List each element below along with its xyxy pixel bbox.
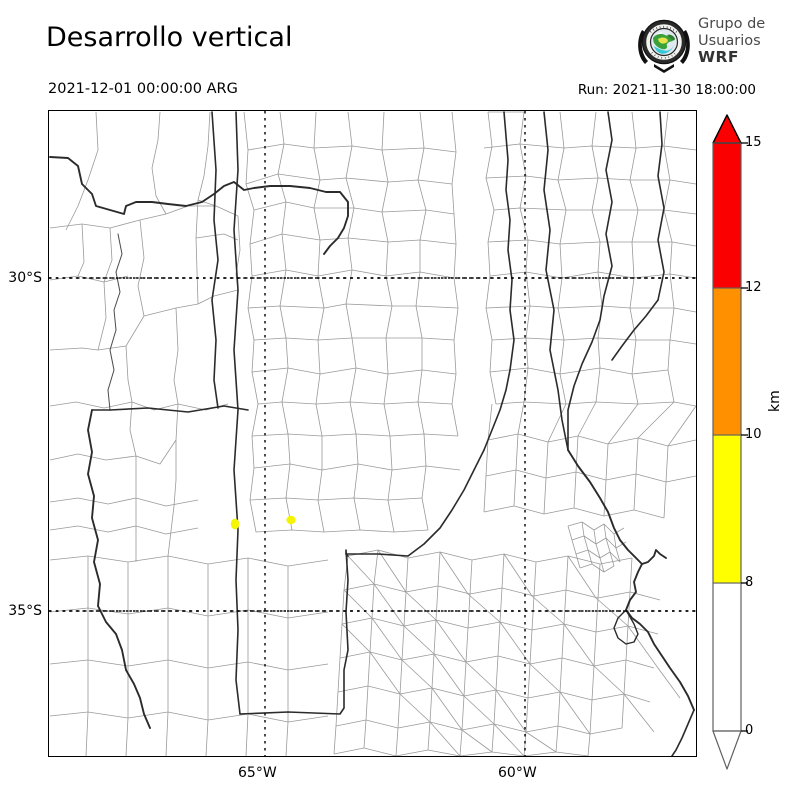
xtick-label-60w: 60°W: [498, 765, 537, 781]
wrf-seal-icon: [638, 19, 690, 73]
cbar-tick-8: 8: [745, 575, 754, 590]
ytick-label-30s: 30°S: [8, 270, 42, 286]
colorbar-units-label: km: [767, 390, 783, 412]
colorbar-graphic: [712, 114, 748, 770]
ytick-label-35s: 35°S: [8, 603, 42, 619]
cbar-tick-12: 12: [745, 280, 762, 295]
logo-line-2: Usuarios: [698, 32, 761, 49]
data-markers: [230, 515, 296, 530]
logo-line-3: WRF: [698, 48, 739, 66]
run-time-label: Run: 2021-11-30 18:00:00: [577, 82, 756, 98]
cbar-tick-15: 15: [745, 135, 762, 150]
logo: Grupo de Usuarios WRF: [634, 14, 794, 74]
valid-time-label: 2021-12-01 00:00:00 ARG: [48, 81, 238, 97]
map-geometry: [49, 111, 696, 756]
xtick-label-65w: 65°W: [238, 765, 277, 781]
logo-text: Grupo de Usuarios WRF: [698, 16, 794, 66]
logo-line-1: Grupo de: [698, 16, 766, 32]
map-canvas[interactable]: [48, 110, 697, 757]
cbar-tick-10: 10: [745, 427, 762, 442]
colorbar[interactable]: 15 12 10 8 0 km: [705, 112, 795, 772]
cbar-tick-0: 0: [745, 723, 754, 738]
page-title: Desarrollo vertical: [46, 22, 293, 53]
